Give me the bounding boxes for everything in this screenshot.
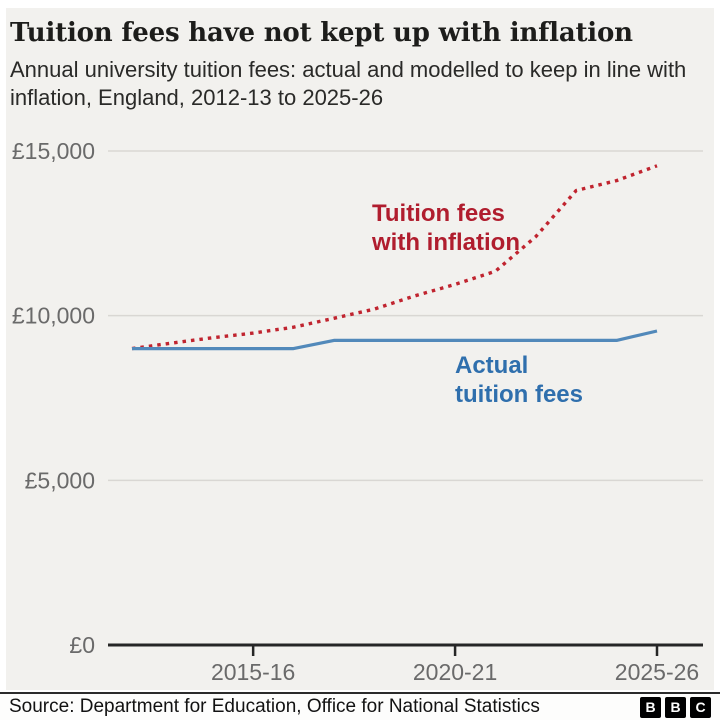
svg-text:2015-16: 2015-16 (211, 659, 295, 685)
svg-text:£5,000: £5,000 (25, 467, 95, 493)
svg-text:2020-21: 2020-21 (413, 659, 497, 685)
bbc-logo-letter-b2: B (665, 696, 686, 718)
svg-text:£15,000: £15,000 (12, 138, 95, 164)
bbc-logo-letter-b1: B (640, 696, 661, 718)
bbc-logo-letter-c: C (690, 696, 711, 718)
chart-panel (6, 8, 714, 690)
bbc-logo: B B C (640, 696, 711, 718)
chart-subtitle: Annual university tuition fees: actual a… (10, 57, 687, 110)
series-label-inflation-line1: Tuition fees (372, 200, 505, 227)
series-label-actual-line2: tuition fees (455, 381, 584, 408)
series-label-actual: Actual tuition fees (455, 351, 583, 409)
series-label-inflation: Tuition fees with inflation (372, 199, 520, 257)
svg-text:£0: £0 (69, 632, 95, 658)
svg-text:£10,000: £10,000 (12, 303, 95, 329)
series-label-inflation-line2: with inflation (372, 229, 520, 256)
svg-text:2025-26: 2025-26 (615, 659, 699, 685)
footer: Source: Department for Education, Office… (0, 692, 720, 720)
source-text: Source: Department for Education, Office… (9, 696, 540, 717)
chart-title: Tuition fees have not kept up with infla… (10, 18, 633, 48)
series-label-actual-line1: Actual (455, 352, 529, 379)
